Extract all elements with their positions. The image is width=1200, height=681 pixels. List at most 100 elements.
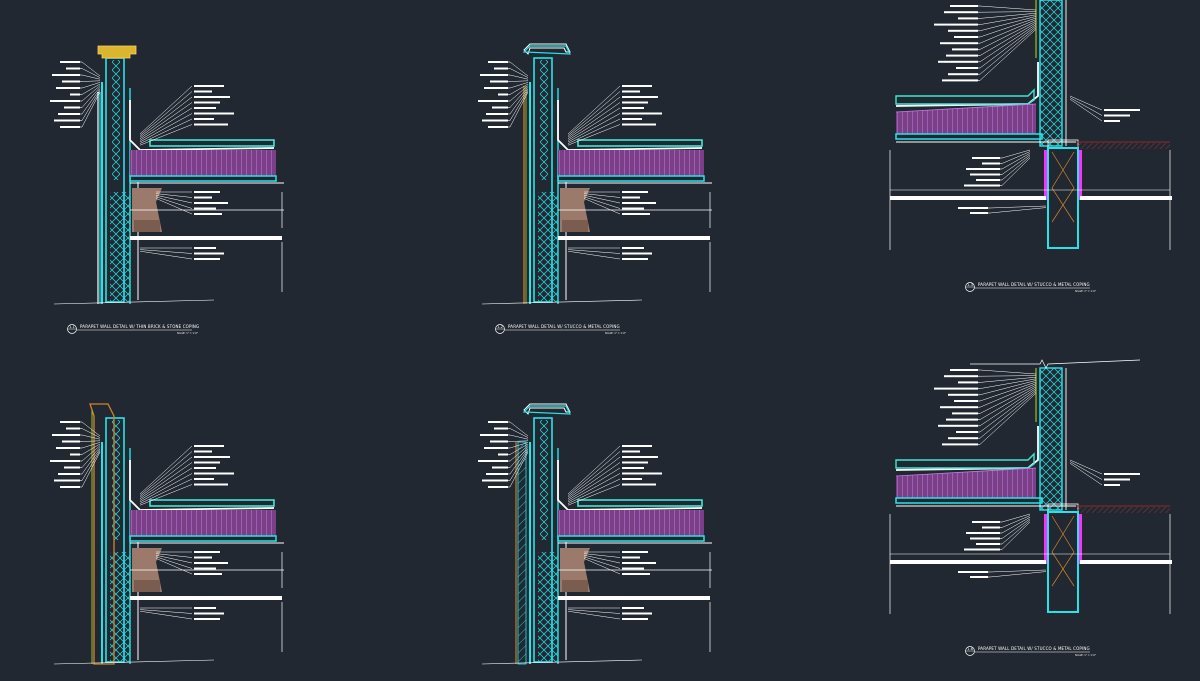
leader-line <box>567 462 621 500</box>
detail-title-block: 1.3 PARAPET WALL DETAIL W/ STUCCO & METAL… <box>965 282 1096 293</box>
leader-line <box>81 83 101 95</box>
grade-line <box>53 659 215 665</box>
detail-title: PARAPET WALL DETAIL W/ STUCCO & METAL CO… <box>978 646 1090 651</box>
leader-line <box>509 428 529 438</box>
leader-line <box>567 451 621 496</box>
note-text-bar <box>940 42 978 45</box>
note-text-bar <box>956 431 978 433</box>
note-text-bar <box>194 202 228 204</box>
leader-line <box>979 391 1037 439</box>
leader-line <box>1001 513 1031 523</box>
leader-line <box>567 91 621 136</box>
note-text-bar <box>976 543 1000 545</box>
roof-insulation <box>558 150 704 176</box>
roof-membrane <box>577 499 703 507</box>
note-text-bar <box>622 90 640 93</box>
note-text-bar <box>194 207 216 210</box>
top-break-line <box>970 359 1141 369</box>
leader-line <box>979 389 1037 433</box>
leader-line <box>567 118 621 144</box>
note-text-bar <box>478 460 508 462</box>
leader-line <box>567 85 621 135</box>
leader-line <box>81 90 101 121</box>
note-text-bar <box>494 67 508 70</box>
note-text-bar <box>194 107 216 109</box>
leader-line <box>81 451 101 488</box>
note-text-bar <box>490 80 508 83</box>
leader-line <box>139 609 193 614</box>
upper-wall <box>1039 0 1063 147</box>
floor-slab-right <box>1080 560 1172 564</box>
leader-line <box>583 198 621 215</box>
note-text-bar <box>942 79 978 82</box>
leader-line <box>979 383 1037 408</box>
leader-line <box>81 443 101 455</box>
note-text-bar <box>492 106 508 109</box>
leader-line <box>81 61 101 77</box>
leader-line <box>81 82 101 89</box>
leader-line <box>979 5 1037 11</box>
note-text-bar <box>622 456 658 458</box>
note-text-bar <box>194 567 216 570</box>
hold-down-strap <box>1044 150 1047 200</box>
note-text-bar <box>58 113 80 115</box>
note-text-bar <box>62 440 80 443</box>
leader-line <box>509 450 529 481</box>
leader-line <box>139 456 193 498</box>
leader-line <box>567 107 621 141</box>
leader-line <box>509 87 529 108</box>
note-text-bar <box>622 573 650 575</box>
detail-number: 1.1 <box>69 325 75 329</box>
note-text-bar <box>194 191 220 193</box>
floor-slab <box>130 596 282 600</box>
hold-down-strap <box>1079 150 1082 200</box>
leader-line <box>583 193 621 198</box>
note-text-bar <box>934 387 978 390</box>
roof-membrane <box>149 499 275 507</box>
note-text-bar <box>194 573 222 575</box>
detail-title: PARAPET WALL DETAIL W/ STUCCO & METAL CO… <box>508 324 620 329</box>
roof-deck <box>895 497 1043 504</box>
hold-down-strap <box>1079 514 1082 564</box>
note-text-bar <box>970 173 1000 176</box>
leader-line <box>979 378 1037 389</box>
leader-line <box>979 376 1037 383</box>
tapered-insulation <box>896 104 1036 134</box>
leader-line <box>509 90 529 121</box>
leader-line <box>139 124 193 146</box>
note-text-bar <box>54 119 80 122</box>
leader-line <box>1069 459 1103 475</box>
leader-line <box>81 440 101 442</box>
tapered-insulation <box>896 468 1036 498</box>
leader-line <box>1069 462 1103 486</box>
leader-line <box>509 61 529 77</box>
note-text-bar <box>488 486 508 488</box>
leader-line <box>81 68 101 78</box>
note-text-bar <box>62 80 80 83</box>
note-text-bar <box>958 17 978 20</box>
note-text-bar <box>940 406 978 409</box>
leader-line <box>567 609 621 614</box>
note-text-bar <box>958 571 988 573</box>
note-text-bar <box>488 421 508 423</box>
note-text-bar <box>964 184 1000 187</box>
note-text-bar <box>194 607 216 609</box>
leader-line <box>979 369 1037 375</box>
note-text-bar <box>958 381 978 384</box>
roof-membrane-flashing <box>129 100 275 151</box>
roof-insulation <box>130 510 276 536</box>
leader-line <box>583 194 621 204</box>
leader-line <box>567 467 621 501</box>
leader-line <box>509 451 529 488</box>
coping-underlayment <box>522 405 571 415</box>
note-text-bar <box>948 73 978 76</box>
note-text-bar <box>972 157 1000 159</box>
note-text-bar <box>950 369 978 371</box>
note-text-bar <box>1104 109 1140 111</box>
note-text-bar <box>942 443 978 446</box>
leader-line <box>509 445 529 462</box>
roof-membrane-flashing <box>557 100 703 151</box>
leader-line <box>81 80 101 82</box>
note-text-bar <box>972 521 1000 523</box>
note-text-bar <box>938 424 978 427</box>
